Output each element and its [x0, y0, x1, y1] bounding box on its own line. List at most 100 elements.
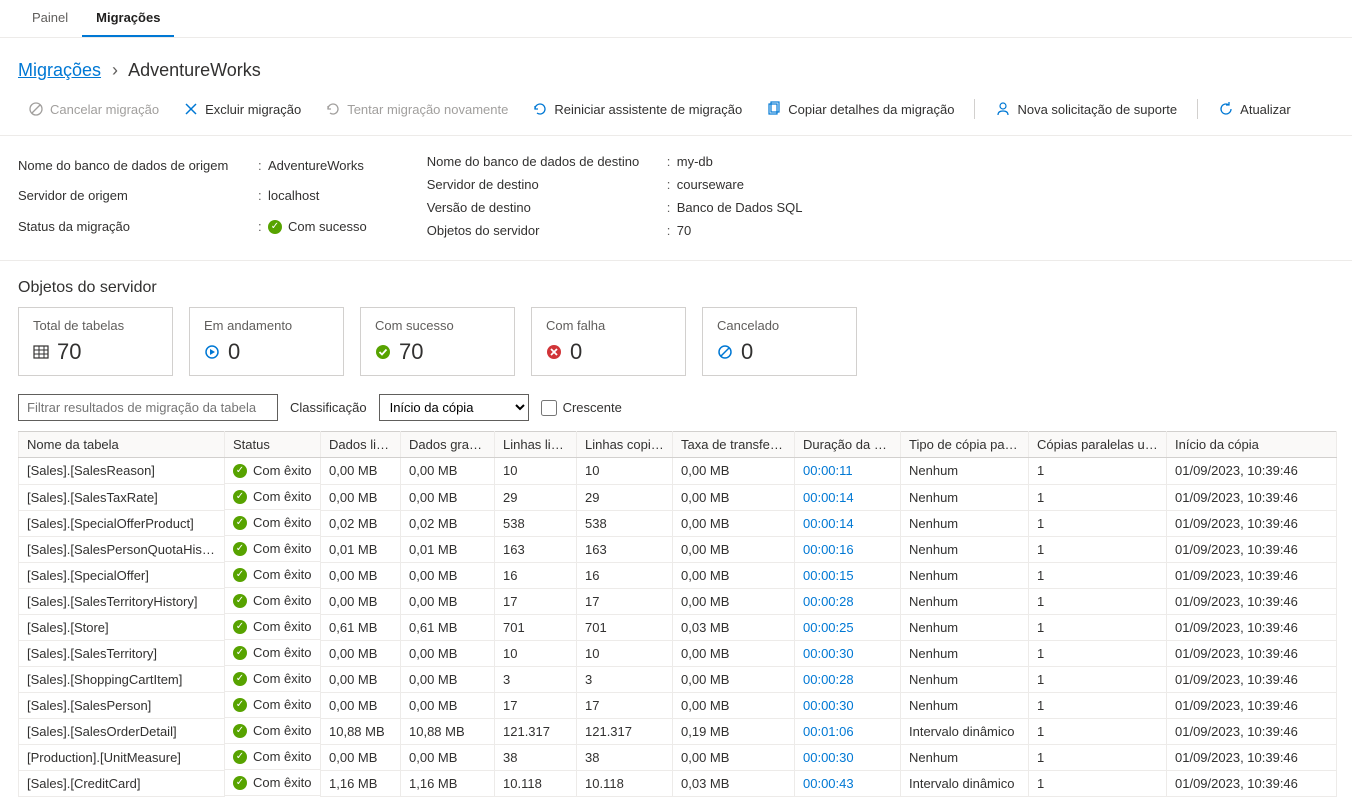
table-row[interactable]: [Production].[UnitMeasure]✓Com êxito0,00…: [19, 744, 1337, 770]
column-header[interactable]: Tipo de cópia paralela: [901, 432, 1029, 458]
table-row[interactable]: [Sales].[SpecialOffer]✓Com êxito0,00 MB0…: [19, 562, 1337, 588]
success-icon: ✓: [233, 568, 247, 582]
table-cell: 538: [577, 510, 673, 536]
table-cell: 29: [577, 484, 673, 510]
duration-cell: 00:00:14: [795, 484, 901, 510]
table-cell: [Sales].[SpecialOffer]: [19, 562, 225, 588]
column-header[interactable]: Cópias paralelas usadas: [1029, 432, 1167, 458]
new-support-request-button[interactable]: Nova solicitação de suporte: [985, 95, 1187, 123]
table-cell: 29: [495, 484, 577, 510]
table-row[interactable]: [Sales].[Store]✓Com êxito0,61 MB0,61 MB7…: [19, 614, 1337, 640]
status-cell: ✓Com êxito: [225, 614, 320, 640]
table-row[interactable]: [Sales].[ShoppingCartItem]✓Com êxito0,00…: [19, 666, 1337, 692]
tab-panel[interactable]: Painel: [18, 0, 82, 37]
table-cell: Nenhum: [901, 458, 1029, 485]
table-cell: 0,00 MB: [321, 744, 401, 770]
column-header[interactable]: Linhas lidas: [495, 432, 577, 458]
table-cell: 10: [577, 458, 673, 485]
table-cell: 701: [495, 614, 577, 640]
table-cell: 10.118: [495, 770, 577, 796]
copy-details-button[interactable]: Copiar detalhes da migração: [756, 95, 964, 123]
table-row[interactable]: [Sales].[SalesPerson]✓Com êxito0,00 MB0,…: [19, 692, 1337, 718]
card-total-tables: Total de tabelas 70: [18, 307, 173, 376]
refresh-icon: [1218, 101, 1234, 117]
status-cell: ✓Com êxito: [225, 744, 320, 770]
status-cell: ✓Com êxito: [225, 718, 320, 744]
column-header[interactable]: Taxa de transferência...: [673, 432, 795, 458]
ascending-checkbox-wrap[interactable]: Crescente: [541, 400, 622, 416]
sort-label: Classificação: [290, 400, 367, 415]
duration-cell: 00:00:14: [795, 510, 901, 536]
status-cell: ✓Com êxito: [225, 640, 320, 666]
table-row[interactable]: [Sales].[SalesTerritory]✓Com êxito0,00 M…: [19, 640, 1337, 666]
table-cell: 10,88 MB: [401, 718, 495, 744]
table-body: [Sales].[SalesReason]✓Com êxito0,00 MB0,…: [19, 458, 1337, 797]
table-row[interactable]: [Sales].[SalesPersonQuotaHistory]✓Com êx…: [19, 536, 1337, 562]
table-cell: 1: [1029, 640, 1167, 666]
details-left: Nome do banco de dados de origem:Adventu…: [18, 154, 367, 238]
breadcrumb-root[interactable]: Migrações: [18, 60, 101, 80]
table-row[interactable]: [Sales].[SalesTerritoryHistory]✓Com êxit…: [19, 588, 1337, 614]
table-cell: 0,00 MB: [673, 588, 795, 614]
table-cell: 1: [1029, 770, 1167, 796]
table-row[interactable]: [Sales].[SalesReason]✓Com êxito0,00 MB0,…: [19, 458, 1337, 485]
table-cell: 01/09/2023, 10:39:46: [1167, 588, 1337, 614]
table-cell: 1: [1029, 614, 1167, 640]
table-cell: 0,00 MB: [673, 666, 795, 692]
table-cell: 1: [1029, 666, 1167, 692]
status-cell: ✓Com êxito: [225, 484, 320, 510]
table-cell: 0,00 MB: [401, 588, 495, 614]
column-header[interactable]: Dados lidos: [321, 432, 401, 458]
column-header[interactable]: Dados gravados: [401, 432, 495, 458]
column-header[interactable]: Início da cópia: [1167, 432, 1337, 458]
success-icon: [375, 344, 391, 360]
column-header[interactable]: Linhas copiadas: [577, 432, 673, 458]
target-version-value: Banco de Dados SQL: [677, 200, 803, 215]
status-cell: ✓Com êxito: [225, 458, 320, 484]
table-cell: 10,88 MB: [321, 718, 401, 744]
target-db-value: my-db: [677, 154, 803, 169]
table-row[interactable]: [Sales].[SalesTaxRate]✓Com êxito0,00 MB0…: [19, 484, 1337, 510]
table-cell: 0,00 MB: [673, 458, 795, 485]
table-cell: 0,00 MB: [401, 666, 495, 692]
table-cell: 38: [495, 744, 577, 770]
tab-migrations[interactable]: Migrações: [82, 0, 174, 37]
column-header[interactable]: Status: [225, 432, 321, 458]
table-cell: 3: [495, 666, 577, 692]
table-cell: 1: [1029, 692, 1167, 718]
details-section: Nome do banco de dados de origem:Adventu…: [0, 136, 1352, 261]
table-row[interactable]: [Sales].[SpecialOfferProduct]✓Com êxito0…: [19, 510, 1337, 536]
table-cell: 163: [577, 536, 673, 562]
toolbar: Cancelar migração Excluir migração Tenta…: [0, 95, 1352, 136]
table-cell: 0,00 MB: [673, 692, 795, 718]
success-icon: ✓: [233, 750, 247, 764]
refresh-button[interactable]: Atualizar: [1208, 95, 1301, 123]
table-cell: 0,00 MB: [321, 588, 401, 614]
results-table-wrap: Nome da tabelaStatusDados lidosDados gra…: [0, 431, 1352, 807]
ascending-checkbox[interactable]: [541, 400, 557, 416]
table-row[interactable]: [Sales].[SalesOrderDetail]✓Com êxito10,8…: [19, 718, 1337, 744]
table-cell: 1: [1029, 510, 1167, 536]
table-cell: [Sales].[SalesPerson]: [19, 692, 225, 718]
retry-icon: [325, 101, 341, 117]
status-cell: ✓Com êxito: [225, 588, 320, 614]
card-in-progress: Em andamento 0: [189, 307, 344, 376]
table-row[interactable]: [Sales].[CreditCard]✓Com êxito1,16 MB1,1…: [19, 770, 1337, 796]
details-right: Nome do banco de dados de destino:my-db …: [427, 154, 803, 238]
table-cell: 1: [1029, 562, 1167, 588]
sort-select[interactable]: Início da cópia: [379, 394, 529, 421]
table-icon: [33, 344, 49, 360]
column-header[interactable]: Nome da tabela: [19, 432, 225, 458]
table-cell: 01/09/2023, 10:39:46: [1167, 484, 1337, 510]
restart-wizard-button[interactable]: Reiniciar assistente de migração: [522, 95, 752, 123]
breadcrumb-current: AdventureWorks: [128, 60, 261, 80]
card-success: Com sucesso 70: [360, 307, 515, 376]
success-icon: ✓: [233, 698, 247, 712]
column-header[interactable]: Duração da cópia: [795, 432, 901, 458]
filter-input[interactable]: [18, 394, 278, 421]
table-cell: 538: [495, 510, 577, 536]
table-cell: 10.118: [577, 770, 673, 796]
success-icon: ✓: [233, 542, 247, 556]
delete-migration-button[interactable]: Excluir migração: [173, 95, 311, 123]
success-icon: ✓: [233, 464, 247, 478]
